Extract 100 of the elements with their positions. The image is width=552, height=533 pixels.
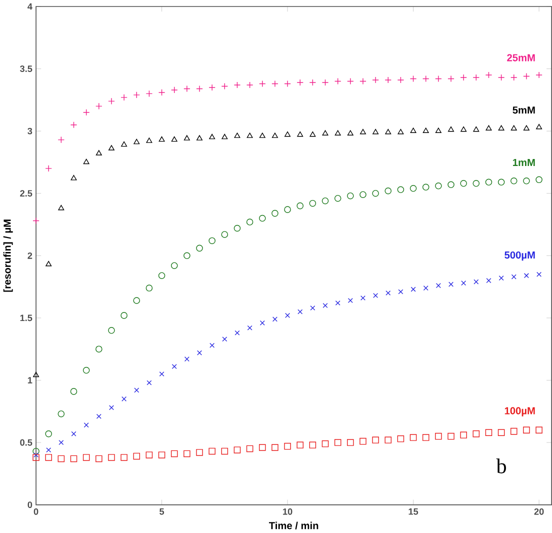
point xyxy=(536,72,542,79)
point xyxy=(272,316,278,322)
point xyxy=(170,262,178,270)
point xyxy=(46,261,52,266)
point xyxy=(120,454,128,461)
point xyxy=(398,129,404,134)
point xyxy=(45,165,52,172)
y-axis-title: [resorufin] / µM xyxy=(3,220,13,292)
point xyxy=(284,80,291,88)
point xyxy=(384,436,392,444)
point xyxy=(58,440,64,446)
point xyxy=(284,206,291,214)
point xyxy=(258,80,266,88)
point xyxy=(498,74,505,82)
point xyxy=(34,452,39,458)
point xyxy=(284,443,291,450)
point xyxy=(422,76,430,82)
point xyxy=(347,78,354,85)
point xyxy=(461,280,466,286)
point xyxy=(208,84,216,92)
series-label: 1mM xyxy=(513,159,535,166)
point xyxy=(70,455,78,462)
point xyxy=(410,434,417,442)
point xyxy=(133,92,140,98)
point xyxy=(158,89,166,96)
point xyxy=(32,218,40,224)
point xyxy=(196,135,202,141)
point xyxy=(334,195,342,202)
point xyxy=(360,191,366,198)
point xyxy=(448,126,454,132)
y-tick-label: 3 xyxy=(28,128,32,134)
point xyxy=(298,309,303,314)
point xyxy=(410,76,417,82)
point xyxy=(120,94,128,101)
point xyxy=(184,450,190,458)
point xyxy=(45,430,52,438)
point xyxy=(108,454,115,461)
point xyxy=(397,76,404,84)
x-tick-label: 15 xyxy=(408,508,418,515)
point xyxy=(347,130,354,136)
point xyxy=(221,82,228,90)
point xyxy=(296,79,304,86)
point xyxy=(234,132,240,138)
point xyxy=(360,296,366,301)
point xyxy=(171,136,178,142)
point xyxy=(246,445,254,452)
y-tick-label: 1.5 xyxy=(20,314,32,322)
point xyxy=(422,434,430,442)
point xyxy=(384,76,392,84)
point xyxy=(70,175,77,180)
point xyxy=(334,130,341,136)
y-tick-label: 0 xyxy=(28,502,32,508)
point xyxy=(322,79,329,86)
point xyxy=(96,455,102,462)
point xyxy=(384,188,392,194)
point xyxy=(70,388,78,395)
point xyxy=(221,231,228,238)
point xyxy=(410,286,416,292)
point xyxy=(385,129,392,134)
point xyxy=(196,350,202,356)
point xyxy=(272,80,278,88)
point xyxy=(348,298,353,304)
point xyxy=(158,136,165,142)
point xyxy=(184,356,190,362)
point xyxy=(246,82,254,89)
point xyxy=(146,380,152,386)
point xyxy=(398,289,404,294)
point xyxy=(486,278,492,284)
annotation: b xyxy=(496,458,506,474)
series-label: 5mM xyxy=(512,106,535,114)
point xyxy=(386,290,391,296)
point xyxy=(448,282,454,287)
point xyxy=(309,79,316,86)
point xyxy=(448,433,454,440)
point xyxy=(108,98,115,105)
point xyxy=(524,273,529,278)
point xyxy=(372,436,379,444)
point xyxy=(258,215,266,222)
point xyxy=(460,180,467,187)
point xyxy=(285,313,290,318)
point xyxy=(196,244,203,252)
point xyxy=(184,135,190,141)
x-tick-label: 0 xyxy=(34,508,38,515)
point xyxy=(272,210,278,217)
point xyxy=(296,442,304,449)
point xyxy=(210,342,215,348)
point xyxy=(259,132,266,138)
point xyxy=(460,74,467,82)
point xyxy=(536,124,542,130)
series-label: 100µM xyxy=(504,407,535,416)
point xyxy=(284,132,291,137)
point xyxy=(108,327,115,334)
x-tick-label: 5 xyxy=(160,508,164,515)
point xyxy=(272,132,278,138)
point xyxy=(486,125,492,131)
point xyxy=(335,300,340,306)
point xyxy=(410,185,417,192)
point xyxy=(472,180,480,187)
x-tick-label: 10 xyxy=(283,508,292,515)
y-tick-label: 2.5 xyxy=(20,190,32,197)
